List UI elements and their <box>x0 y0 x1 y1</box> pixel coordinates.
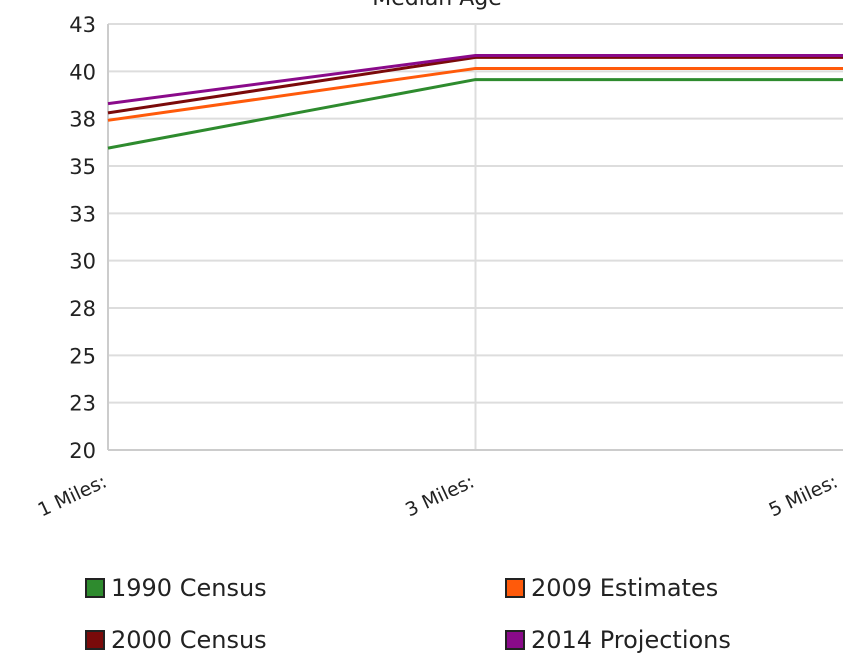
legend-swatch-2014-projections <box>505 630 525 650</box>
x-tick-label: 3 Miles: <box>402 471 478 522</box>
legend-label: 1990 Census <box>111 574 267 602</box>
legend-swatch-1990-census <box>85 578 105 598</box>
legend-item-2009-estimates: 2009 Estimates <box>505 574 718 602</box>
series-line-1990-census <box>107 78 843 150</box>
y-tick-label: 35 <box>69 155 96 179</box>
y-tick-label: 40 <box>69 60 96 84</box>
y-axis-ticks: 43 40 38 35 33 30 28 25 23 20 <box>69 13 96 463</box>
legend-item-1990-census: 1990 Census <box>85 574 267 602</box>
y-tick-label: 20 <box>69 439 96 463</box>
series-line-2000-census <box>107 55 843 115</box>
x-axis-ticks: 1 Miles: 3 Miles: 5 Miles: <box>35 471 842 522</box>
legend-item-2014-projections: 2014 Projections <box>505 626 731 654</box>
legend: 1990 Census 2009 Estimates 2000 Census 2… <box>0 560 843 658</box>
legend-label: 2014 Projections <box>531 626 731 654</box>
y-tick-label: 43 <box>69 13 96 37</box>
line-chart: 43 40 38 35 33 30 28 25 23 20 1 Miles: 3 Miles: 5 M… <box>35 0 843 522</box>
series-lines <box>107 53 843 150</box>
y-tick-label: 38 <box>69 108 96 132</box>
x-tick-label: 5 Miles: <box>766 471 842 522</box>
y-tick-label: 30 <box>69 250 96 274</box>
legend-item-2000-census: 2000 Census <box>85 626 267 654</box>
y-tick-label: 28 <box>69 297 96 321</box>
legend-label: 2000 Census <box>111 626 267 654</box>
y-tick-label: 23 <box>69 392 96 416</box>
y-tick-label: 33 <box>69 202 96 226</box>
axes <box>107 24 843 451</box>
series-line-2009-estimates <box>107 66 843 122</box>
series-line-2014-projections <box>107 53 843 106</box>
legend-swatch-2009-estimates <box>505 578 525 598</box>
legend-swatch-2000-census <box>85 630 105 650</box>
x-tick-label: 1 Miles: <box>35 471 111 522</box>
chart-title: Median Age <box>372 0 502 11</box>
y-tick-label: 25 <box>69 344 96 368</box>
legend-label: 2009 Estimates <box>531 574 719 602</box>
